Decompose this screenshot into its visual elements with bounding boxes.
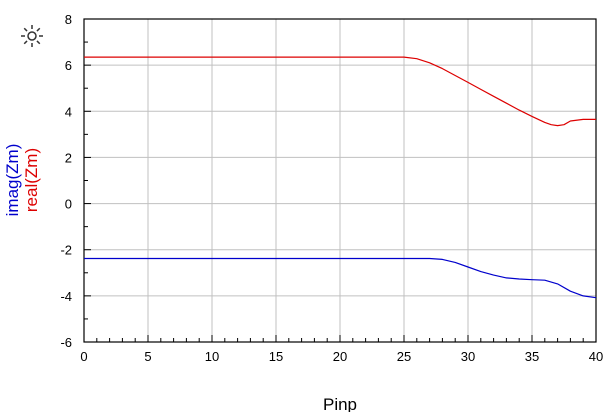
x-tick-label: 30 bbox=[461, 349, 475, 364]
y-axis-title-imag: imag(Zm) bbox=[3, 144, 22, 217]
y-tick-label: 4 bbox=[65, 104, 72, 119]
series-line-real-zm- bbox=[84, 56, 596, 127]
y-tick-label: 2 bbox=[65, 150, 72, 165]
series-lines bbox=[84, 56, 597, 299]
y-tick-label: 6 bbox=[65, 58, 72, 73]
grid bbox=[83, 18, 597, 343]
sun-icon-ray bbox=[36, 27, 41, 32]
sun-icon-core bbox=[27, 31, 37, 41]
axis-ticks bbox=[83, 18, 597, 343]
sun-icon-ray bbox=[23, 40, 28, 45]
x-tick-label: 40 bbox=[589, 349, 603, 364]
x-tick-label: 5 bbox=[144, 349, 151, 364]
sun-icon-ray bbox=[23, 27, 28, 32]
x-tick-labels: 0 5 10 15 20 25 30 35 40 bbox=[80, 349, 603, 364]
y-tick-label: -4 bbox=[60, 289, 72, 304]
x-tick-label: 15 bbox=[269, 349, 283, 364]
settings-sun-icon[interactable] bbox=[21, 25, 43, 47]
x-tick-label: 25 bbox=[397, 349, 411, 364]
y-tick-label: 0 bbox=[65, 197, 72, 212]
x-tick-label: 35 bbox=[525, 349, 539, 364]
y-tick-label: 8 bbox=[65, 12, 72, 27]
sun-icon-ray bbox=[36, 40, 41, 45]
y-tick-label: -6 bbox=[60, 335, 72, 350]
x-tick-label: 20 bbox=[333, 349, 347, 364]
x-tick-label: 10 bbox=[205, 349, 219, 364]
series-line-imag-zm- bbox=[84, 257, 597, 299]
x-axis-title: Pinp bbox=[323, 395, 357, 412]
y-axis-title-real: real(Zm) bbox=[22, 148, 41, 212]
y-tick-labels: -6 -4 -2 0 2 4 6 8 bbox=[60, 12, 72, 350]
sun-icon-rays bbox=[21, 25, 43, 47]
y-tick-label: -2 bbox=[60, 243, 72, 258]
x-tick-label: 0 bbox=[80, 349, 87, 364]
